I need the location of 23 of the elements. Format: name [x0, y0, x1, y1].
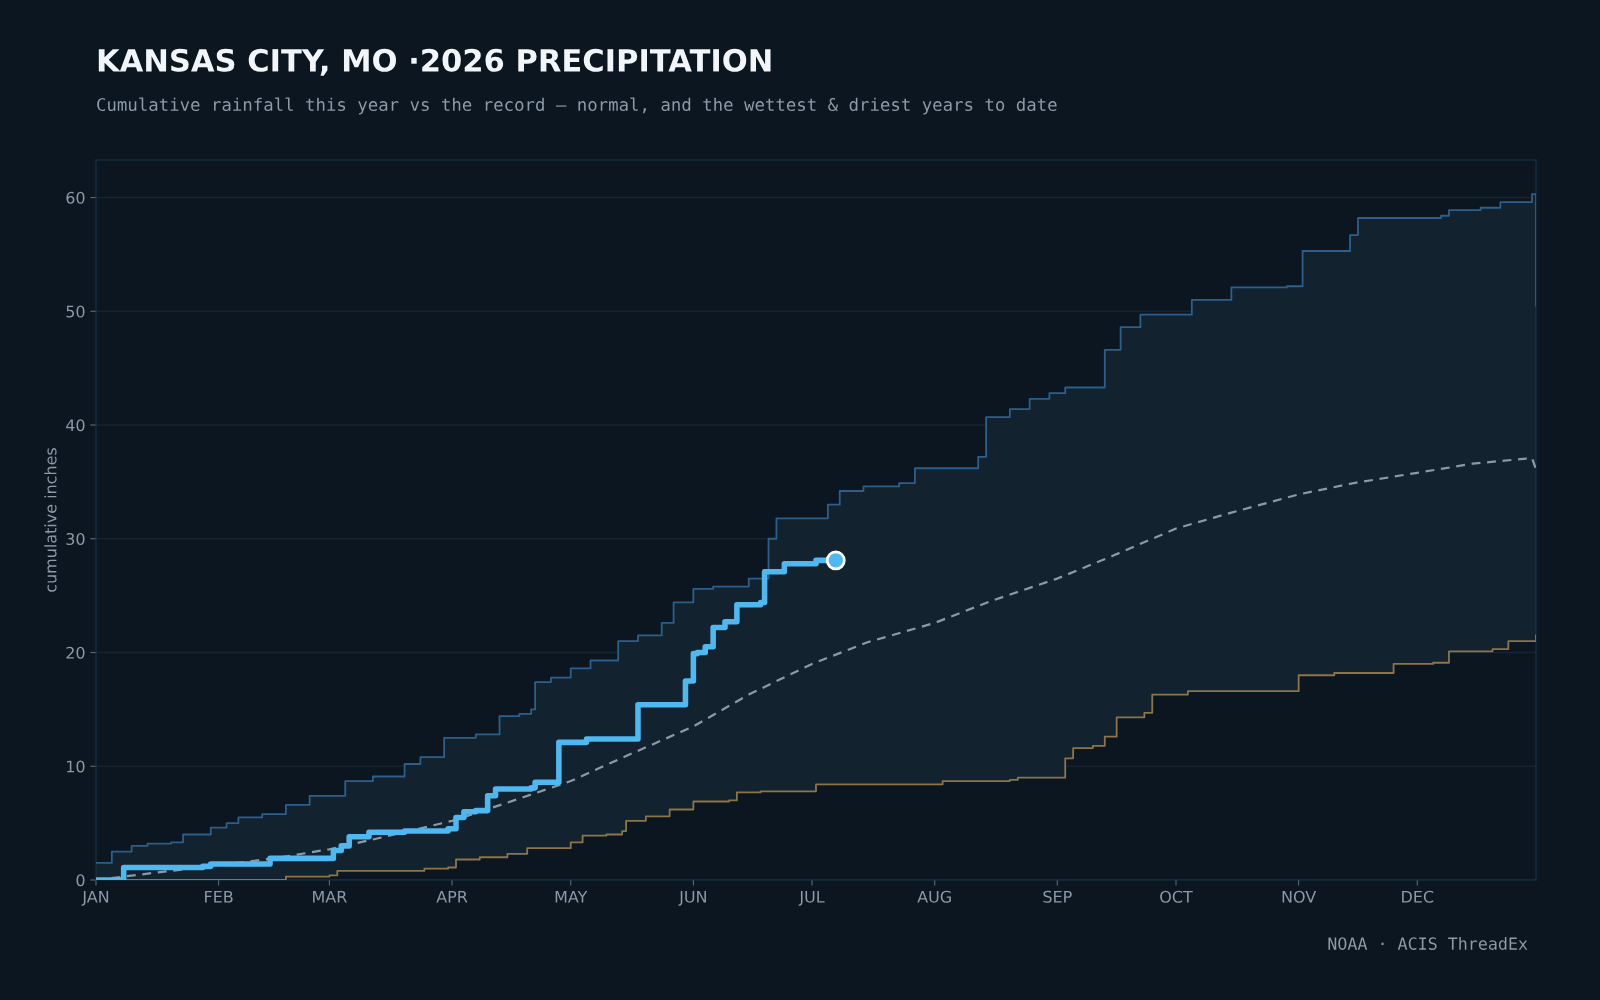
x-tick-label: APR: [436, 890, 468, 903]
x-tick-label: JUL: [798, 890, 825, 906]
x-tick-label: JAN: [81, 890, 109, 906]
x-tick-label: OCT: [1160, 890, 1193, 903]
y-tick-label: 10: [67, 760, 85, 773]
x-tick-label: NOV: [1282, 890, 1317, 903]
y-tick-label: 40: [66, 419, 85, 432]
x-tick-label: JUN: [678, 890, 706, 906]
chart-subtitle: Cumulative rainfall this year vs the record — normal, and the wettest & driest years to date: [97, 97, 1057, 115]
y-tick-label: 20: [66, 646, 85, 659]
y-tick-label: 30: [66, 532, 85, 546]
x-tick-label: FEB: [205, 890, 233, 903]
text: NOAA · ACIS ThreadEx: [1328, 936, 1528, 950]
chart-title: KANSAS CITY, MO ·2026 PRECIPITATION: [98, 48, 771, 76]
x-tick-label: DEC: [1402, 890, 1434, 903]
y-tick-label: 0: [76, 874, 85, 887]
y-tick-label: 50: [66, 305, 85, 318]
y-axis-title: cumulative inches: [44, 448, 57, 592]
x-tick-label: AUG: [917, 890, 951, 903]
x-tick-label: SEP: [1043, 890, 1072, 903]
x-tick-label: MAR: [313, 890, 347, 903]
x-tick-label: MAY: [555, 890, 588, 903]
y-tick-label: 60: [66, 191, 85, 204]
